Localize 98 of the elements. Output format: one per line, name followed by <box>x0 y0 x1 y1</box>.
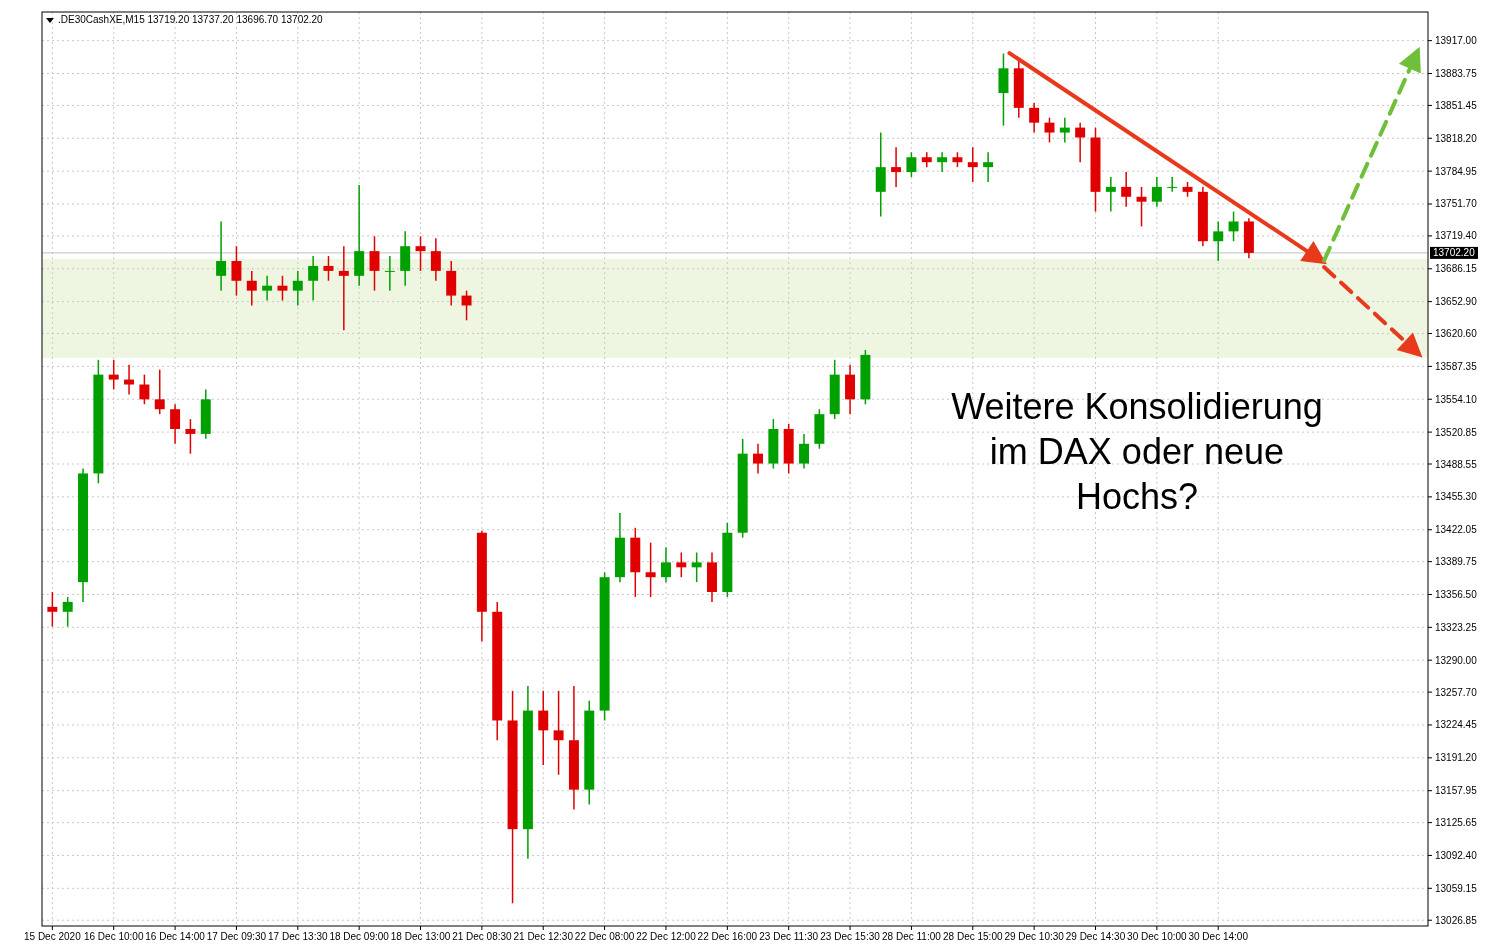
y-tick-label: 13224.45 <box>1435 719 1478 731</box>
candlestick <box>154 368 165 415</box>
candlestick <box>799 433 810 470</box>
x-tick-label: 23 Dec 15:30 <box>820 931 881 942</box>
candlestick <box>231 245 242 297</box>
y-tick-label: 13554.10 <box>1435 393 1478 405</box>
y-tick-label: 13257.70 <box>1435 686 1478 698</box>
candlestick <box>1059 116 1070 144</box>
x-tick-label: 16 Dec 14:00 <box>145 931 206 942</box>
y-tick-label: 13620.60 <box>1435 328 1478 340</box>
candlestick <box>292 270 303 307</box>
candlestick <box>921 151 932 168</box>
x-tick-label: 22 Dec 08:00 <box>574 931 635 942</box>
x-tick-label: 16 Dec 10:00 <box>83 931 144 942</box>
candlestick <box>1167 176 1178 193</box>
candlestick <box>1029 102 1040 134</box>
candlestick <box>906 151 917 178</box>
candlestick <box>415 235 426 272</box>
candlestick <box>937 151 948 173</box>
y-tick-label: 13686.15 <box>1435 263 1478 275</box>
y-tick-label: 13917.00 <box>1435 35 1478 47</box>
y-tick-label: 13784.95 <box>1435 165 1478 177</box>
x-tick-label: 29 Dec 14:30 <box>1065 931 1126 942</box>
x-tick-label: 29 Dec 10:30 <box>1004 931 1065 942</box>
x-tick-label: 22 Dec 16:00 <box>697 931 758 942</box>
candlestick <box>185 418 196 455</box>
candlestick <box>1075 121 1086 163</box>
y-tick-label: 13587.35 <box>1435 360 1478 372</box>
candlestick <box>461 289 472 322</box>
candlestick <box>1136 186 1147 228</box>
candlestick <box>983 151 994 183</box>
x-tick-label: 30 Dec 10:00 <box>1127 931 1188 942</box>
y-tick-label: 13851.45 <box>1435 99 1478 111</box>
y-tick-label: 13290.00 <box>1435 654 1478 666</box>
candlestick <box>108 359 119 391</box>
y-tick-label: 13488.55 <box>1435 458 1478 470</box>
y-tick-label: 13719.40 <box>1435 230 1478 242</box>
x-tick-label: 17 Dec 13:30 <box>268 931 328 942</box>
x-tick-label: 17 Dec 09:30 <box>206 931 267 942</box>
candlestick <box>753 443 763 475</box>
x-tick-label: 23 Dec 11:30 <box>759 931 819 942</box>
annotation: Weitere Konsolidierung im DAX oder neue Hochs? <box>951 385 1323 517</box>
y-tick-label: 13059.15 <box>1435 882 1478 894</box>
candlestick <box>262 275 273 302</box>
candlestick <box>139 373 150 406</box>
y-tick-label: 13323.25 <box>1435 621 1478 633</box>
candlestick <box>538 690 549 766</box>
candlestick <box>645 541 656 598</box>
y-tick-label: 13191.20 <box>1435 752 1478 764</box>
candlestick <box>430 237 441 282</box>
x-tick-label: 30 Dec 14:00 <box>1188 931 1249 942</box>
y-tick-label: 13818.20 <box>1435 132 1478 144</box>
candlestick <box>967 146 978 183</box>
x-tick-label: 15 Dec 2020 <box>24 931 82 942</box>
y-tick-label: 13092.40 <box>1435 849 1478 861</box>
y-tick-label: 13751.70 <box>1435 198 1478 210</box>
candlestick <box>384 255 395 292</box>
ref-line-label: 13702.20 <box>1433 247 1476 259</box>
y-tick-label: 13026.85 <box>1435 914 1478 926</box>
candlestick <box>1044 116 1055 144</box>
candlestick <box>369 235 380 292</box>
candlestick <box>676 551 687 578</box>
y-tick-label: 13652.90 <box>1435 296 1478 308</box>
candlestick <box>277 275 288 302</box>
candlestick <box>1121 171 1132 208</box>
x-tick-label: 18 Dec 13:00 <box>390 931 451 942</box>
candlestick <box>891 146 902 188</box>
candlestick <box>216 220 227 292</box>
y-tick-label: 13125.65 <box>1435 817 1478 829</box>
candlestick <box>124 364 135 396</box>
candlestick <box>308 255 319 302</box>
candlestick <box>691 551 702 583</box>
candlestick <box>62 596 73 628</box>
y-tick-label: 13455.30 <box>1435 491 1478 503</box>
x-tick-label: 21 Dec 08:30 <box>452 931 513 942</box>
chart-title: .DE30CashXE,M15 13719.20 13737.20 13696.70 13702.20 <box>58 14 324 25</box>
y-tick-label: 13422.05 <box>1435 524 1478 536</box>
x-tick-label: 21 Dec 12:30 <box>513 931 574 942</box>
y-tick-label: 13883.75 <box>1435 68 1478 80</box>
candlestick <box>246 270 257 307</box>
candlestick <box>660 546 671 583</box>
candlestick <box>1105 176 1116 213</box>
x-tick-label: 18 Dec 09:00 <box>329 931 390 942</box>
candlestick <box>323 255 334 282</box>
candlestick <box>1213 220 1224 262</box>
candlestick <box>170 403 181 445</box>
candlestick <box>47 591 58 628</box>
x-tick-label: 28 Dec 11:00 <box>882 931 942 942</box>
candlestick <box>1228 210 1239 242</box>
y-tick-label: 13356.50 <box>1435 588 1478 600</box>
y-tick-label: 13520.85 <box>1435 426 1478 438</box>
x-tick-label: 22 Dec 12:00 <box>636 931 697 942</box>
x-tick-label: 28 Dec 15:00 <box>943 931 1003 942</box>
candlestick <box>553 690 564 776</box>
candlestick <box>338 245 349 331</box>
y-tick-label: 13389.75 <box>1435 556 1478 568</box>
y-tick-label: 13157.95 <box>1435 785 1478 797</box>
candlestick <box>1151 176 1162 208</box>
